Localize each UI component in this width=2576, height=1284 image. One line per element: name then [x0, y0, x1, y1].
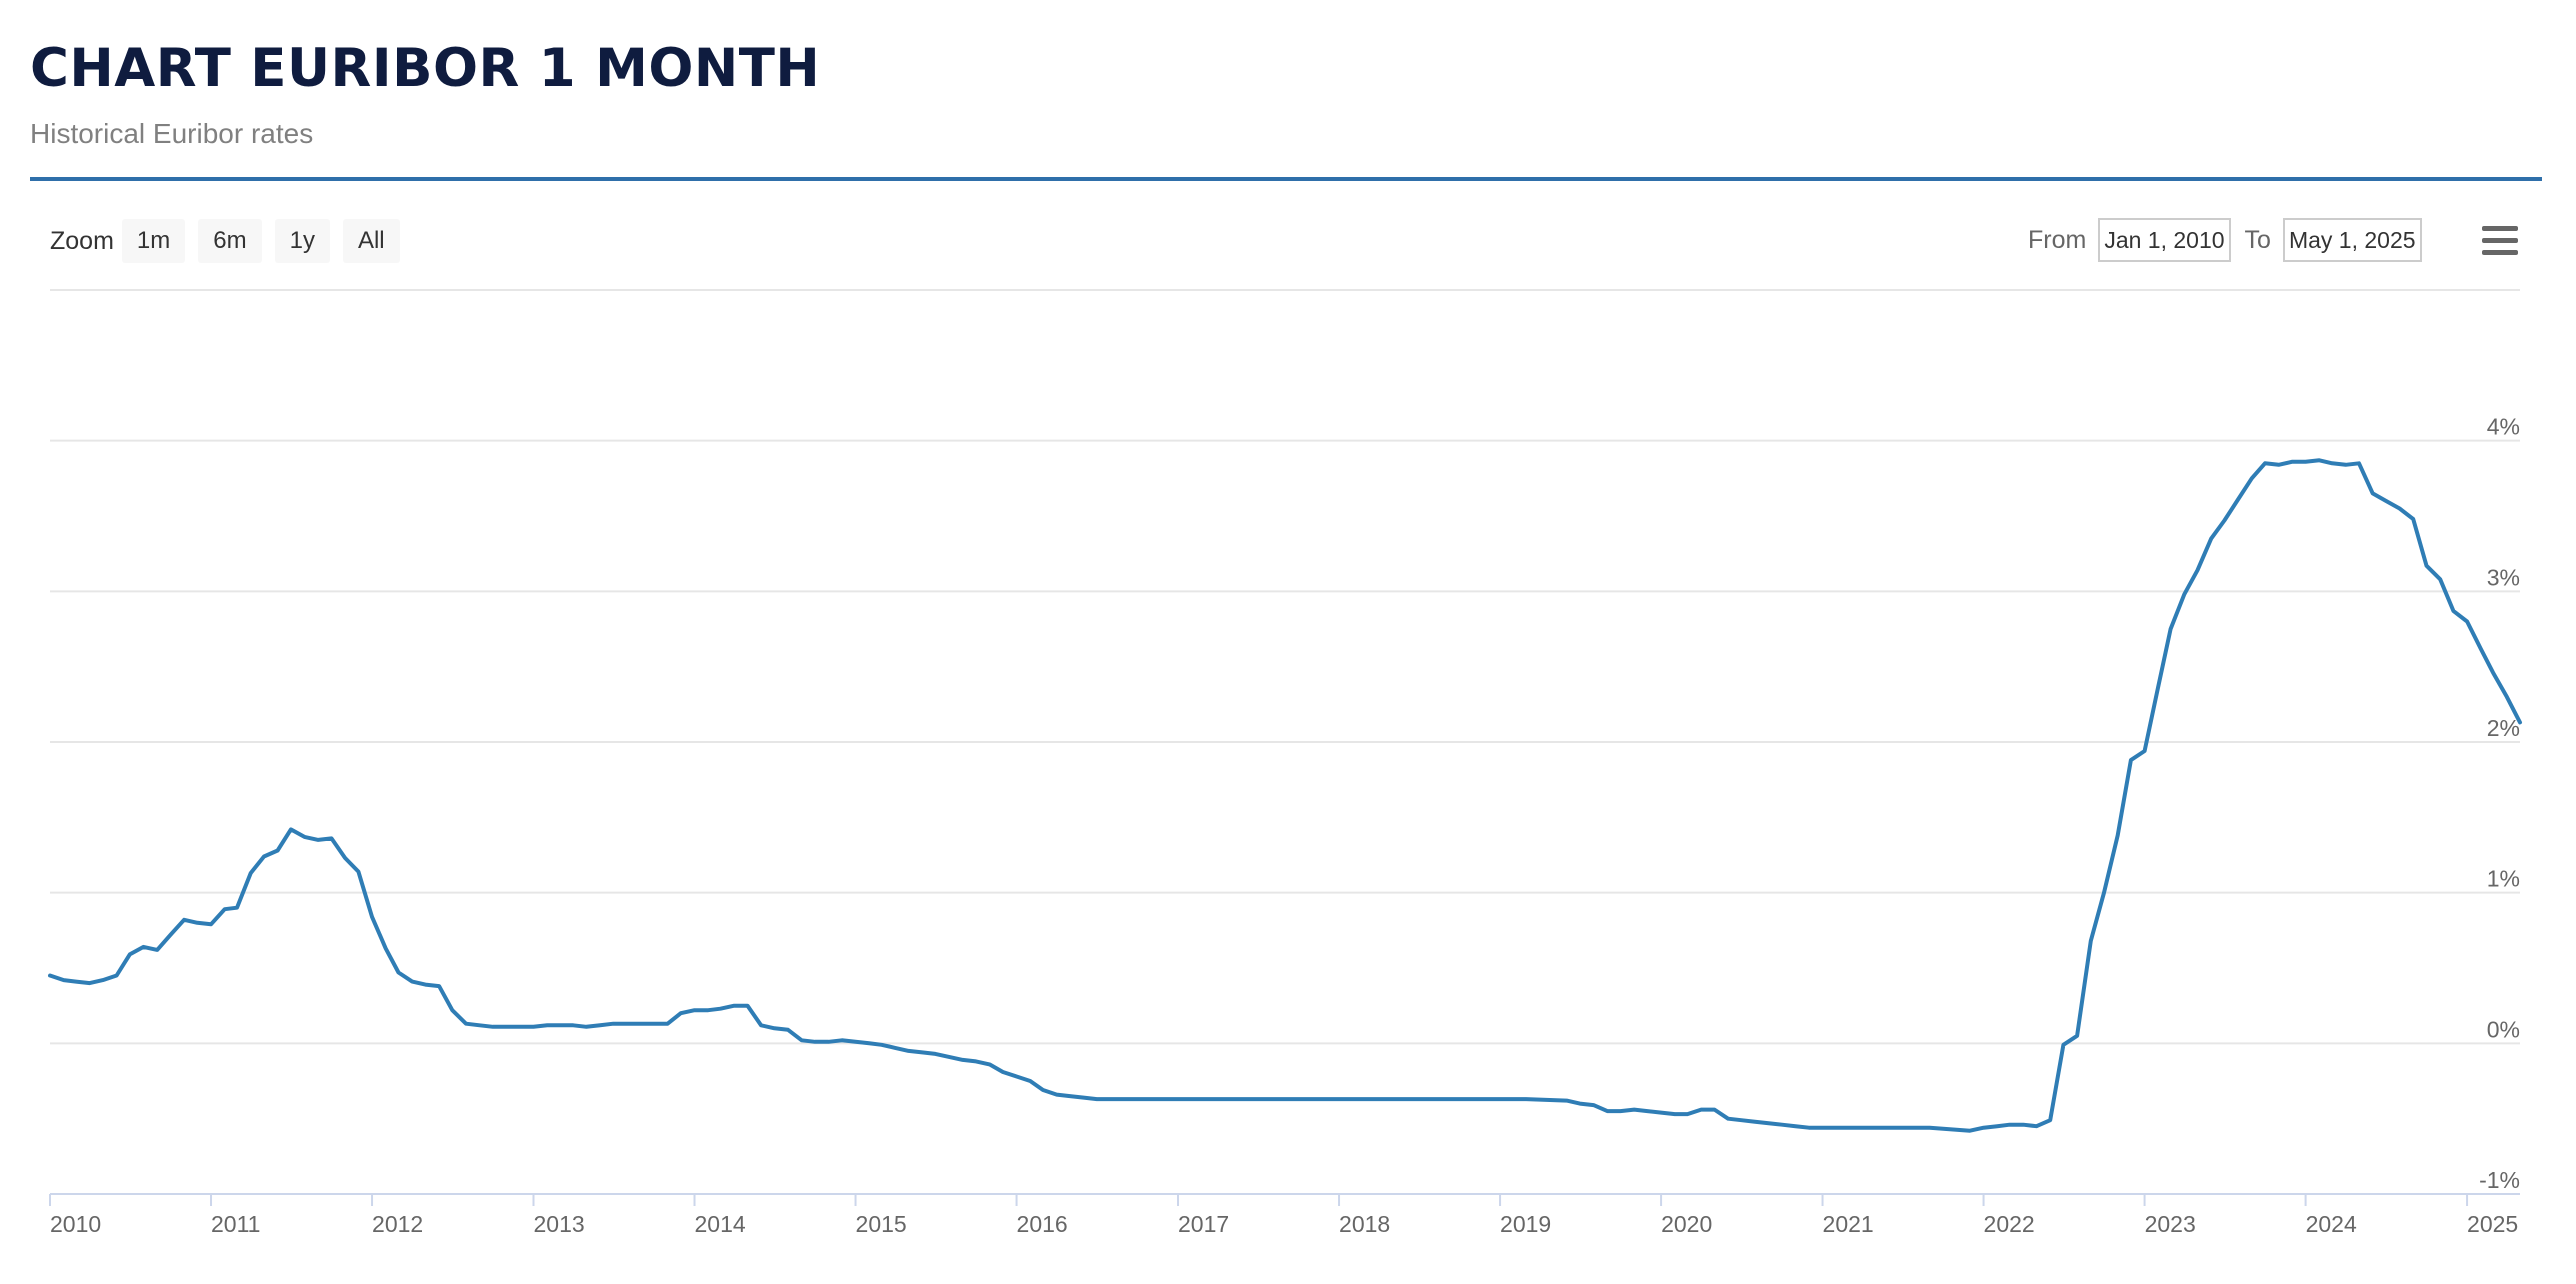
- x-tick-label: 2022: [1984, 1211, 2035, 1237]
- zoom-controls: Zoom 1m 6m 1y All: [50, 219, 413, 263]
- from-label: From: [2028, 225, 2087, 254]
- x-tick-label: 2019: [1500, 1211, 1551, 1237]
- x-tick-label: 2015: [856, 1211, 907, 1237]
- x-tick-label: 2021: [1823, 1211, 1874, 1237]
- y-tick-label: -1%: [2479, 1167, 2520, 1193]
- x-tick-label: 2018: [1339, 1211, 1390, 1237]
- y-tick-label: 2%: [2487, 715, 2520, 741]
- x-tick-label: 2014: [695, 1211, 746, 1237]
- y-tick-label: 0%: [2487, 1016, 2520, 1042]
- zoom-1m-button[interactable]: 1m: [121, 219, 186, 263]
- to-label: To: [2244, 225, 2271, 254]
- x-tick-label: 2023: [2145, 1211, 2196, 1237]
- x-tick-label: 2012: [372, 1211, 423, 1237]
- series-line: [48, 458, 2522, 1133]
- y-tick-label: 4%: [2487, 414, 2520, 440]
- y-tick-label: 1%: [2487, 866, 2520, 892]
- x-tick-label: 2020: [1661, 1211, 1712, 1237]
- x-tick-label: 2013: [534, 1211, 585, 1237]
- date-range-selector: From Jan 1, 2010 To May 1, 2025: [2028, 218, 2436, 262]
- x-tick-label: 2016: [1017, 1211, 1068, 1237]
- page-title: CHART EURIBOR 1 MONTH: [30, 38, 821, 99]
- zoom-1y-button[interactable]: 1y: [274, 219, 330, 263]
- from-date-input[interactable]: Jan 1, 2010: [2098, 218, 2231, 262]
- to-date-input[interactable]: May 1, 2025: [2282, 218, 2422, 262]
- page-subtitle: Historical Euribor rates: [30, 118, 314, 149]
- zoom-6m-button[interactable]: 6m: [198, 219, 262, 263]
- x-tick-label: 2011: [211, 1211, 260, 1237]
- x-tick-label: 2010: [50, 1211, 101, 1237]
- y-tick-label: 3%: [2487, 564, 2520, 590]
- hamburger-menu-icon[interactable]: [2482, 226, 2518, 256]
- x-tick-label: 2017: [1178, 1211, 1229, 1237]
- x-tick-label: 2025: [2467, 1211, 2518, 1237]
- zoom-label: Zoom: [50, 226, 114, 255]
- title-divider: [30, 177, 2542, 181]
- x-tick-label: 2024: [2306, 1211, 2357, 1237]
- zoom-all-button[interactable]: All: [342, 219, 400, 263]
